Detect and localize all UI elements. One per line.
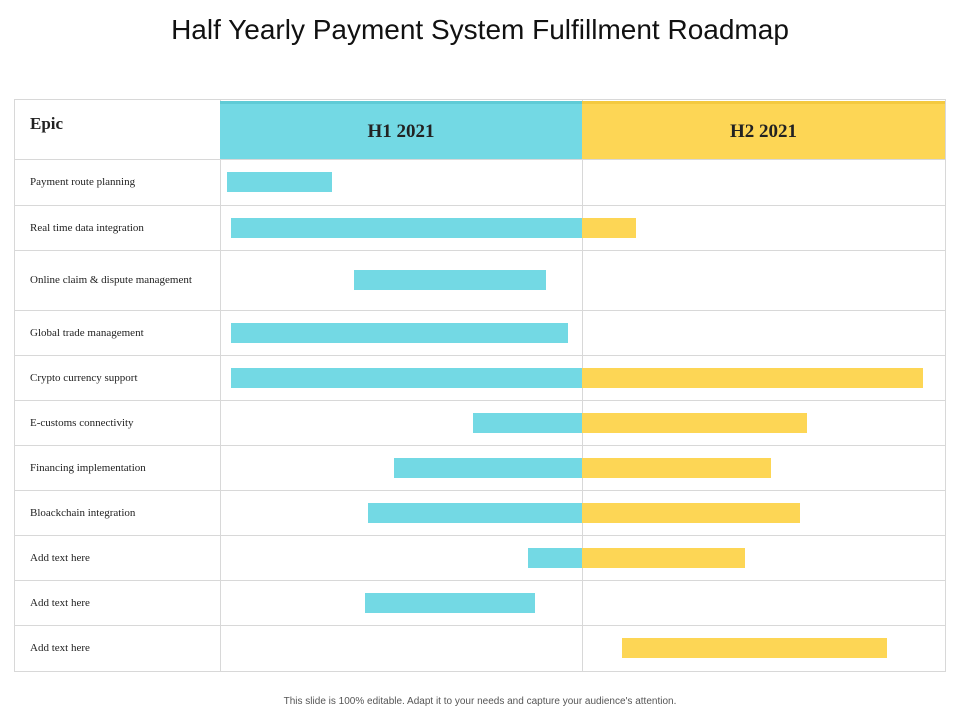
grid-line xyxy=(14,445,945,446)
page-title: Half Yearly Payment System Fulfillment R… xyxy=(171,14,789,45)
period-header-h2: H2 2021 xyxy=(582,101,945,159)
grid-line xyxy=(14,535,945,536)
grid-line xyxy=(14,250,945,251)
h2-timeline-bar xyxy=(582,368,924,388)
epic-label: Real time data integration xyxy=(30,221,144,234)
grid-line xyxy=(14,159,945,160)
h2-timeline-bar xyxy=(582,548,746,568)
h1-timeline-bar xyxy=(527,548,582,568)
grid-line xyxy=(14,580,945,581)
h1-timeline-bar xyxy=(227,172,333,192)
footer-note: This slide is 100% editable. Adapt it to… xyxy=(283,696,677,707)
grid-line xyxy=(14,205,945,206)
h1-timeline-bar xyxy=(473,413,582,433)
grid-line xyxy=(14,490,945,491)
grid-line xyxy=(14,625,945,626)
epic-label: Add text here xyxy=(30,551,90,564)
grid-line xyxy=(14,99,945,100)
h1-timeline-bar xyxy=(230,368,582,388)
h1-timeline-bar xyxy=(368,503,582,523)
grid-line xyxy=(945,99,946,672)
epic-label: Bloackchain integration xyxy=(30,506,136,519)
epic-label: Global trade management xyxy=(30,326,144,339)
grid-line xyxy=(14,310,945,311)
period-header-h1: H1 2021 xyxy=(220,101,582,159)
epic-label: Payment route planning xyxy=(30,176,136,188)
h1-timeline-bar xyxy=(230,218,582,238)
epic-header-label: Epic xyxy=(30,114,64,133)
h1-timeline-bar xyxy=(364,593,535,613)
h1-timeline-bar xyxy=(353,270,546,290)
h2-timeline-bar xyxy=(621,638,887,658)
epic-column-header: Epic xyxy=(30,114,63,134)
epic-label: Add text here xyxy=(30,596,90,609)
epic-label: E-customs connectivity xyxy=(30,416,134,429)
h1-timeline-bar xyxy=(230,323,568,343)
grid-line xyxy=(220,99,221,672)
h2-timeline-bar xyxy=(582,503,800,523)
epic-label: Crypto currency support xyxy=(30,371,138,384)
period-header-h2-label: H2 2021 xyxy=(729,120,798,142)
epic-label: Add text here xyxy=(30,642,90,654)
grid-line xyxy=(14,400,945,401)
h2-timeline-bar xyxy=(582,458,771,478)
grid-line xyxy=(14,99,15,672)
epic-label: Online claim & dispute management xyxy=(30,274,192,286)
epic-label: Financing implementation xyxy=(30,461,146,474)
grid-line xyxy=(14,671,945,672)
h2-timeline-bar xyxy=(582,218,637,238)
h1-timeline-bar xyxy=(393,458,582,478)
period-header-h1-label: H1 2021 xyxy=(367,120,435,142)
h2-timeline-bar xyxy=(582,413,808,433)
grid-line xyxy=(14,355,945,356)
